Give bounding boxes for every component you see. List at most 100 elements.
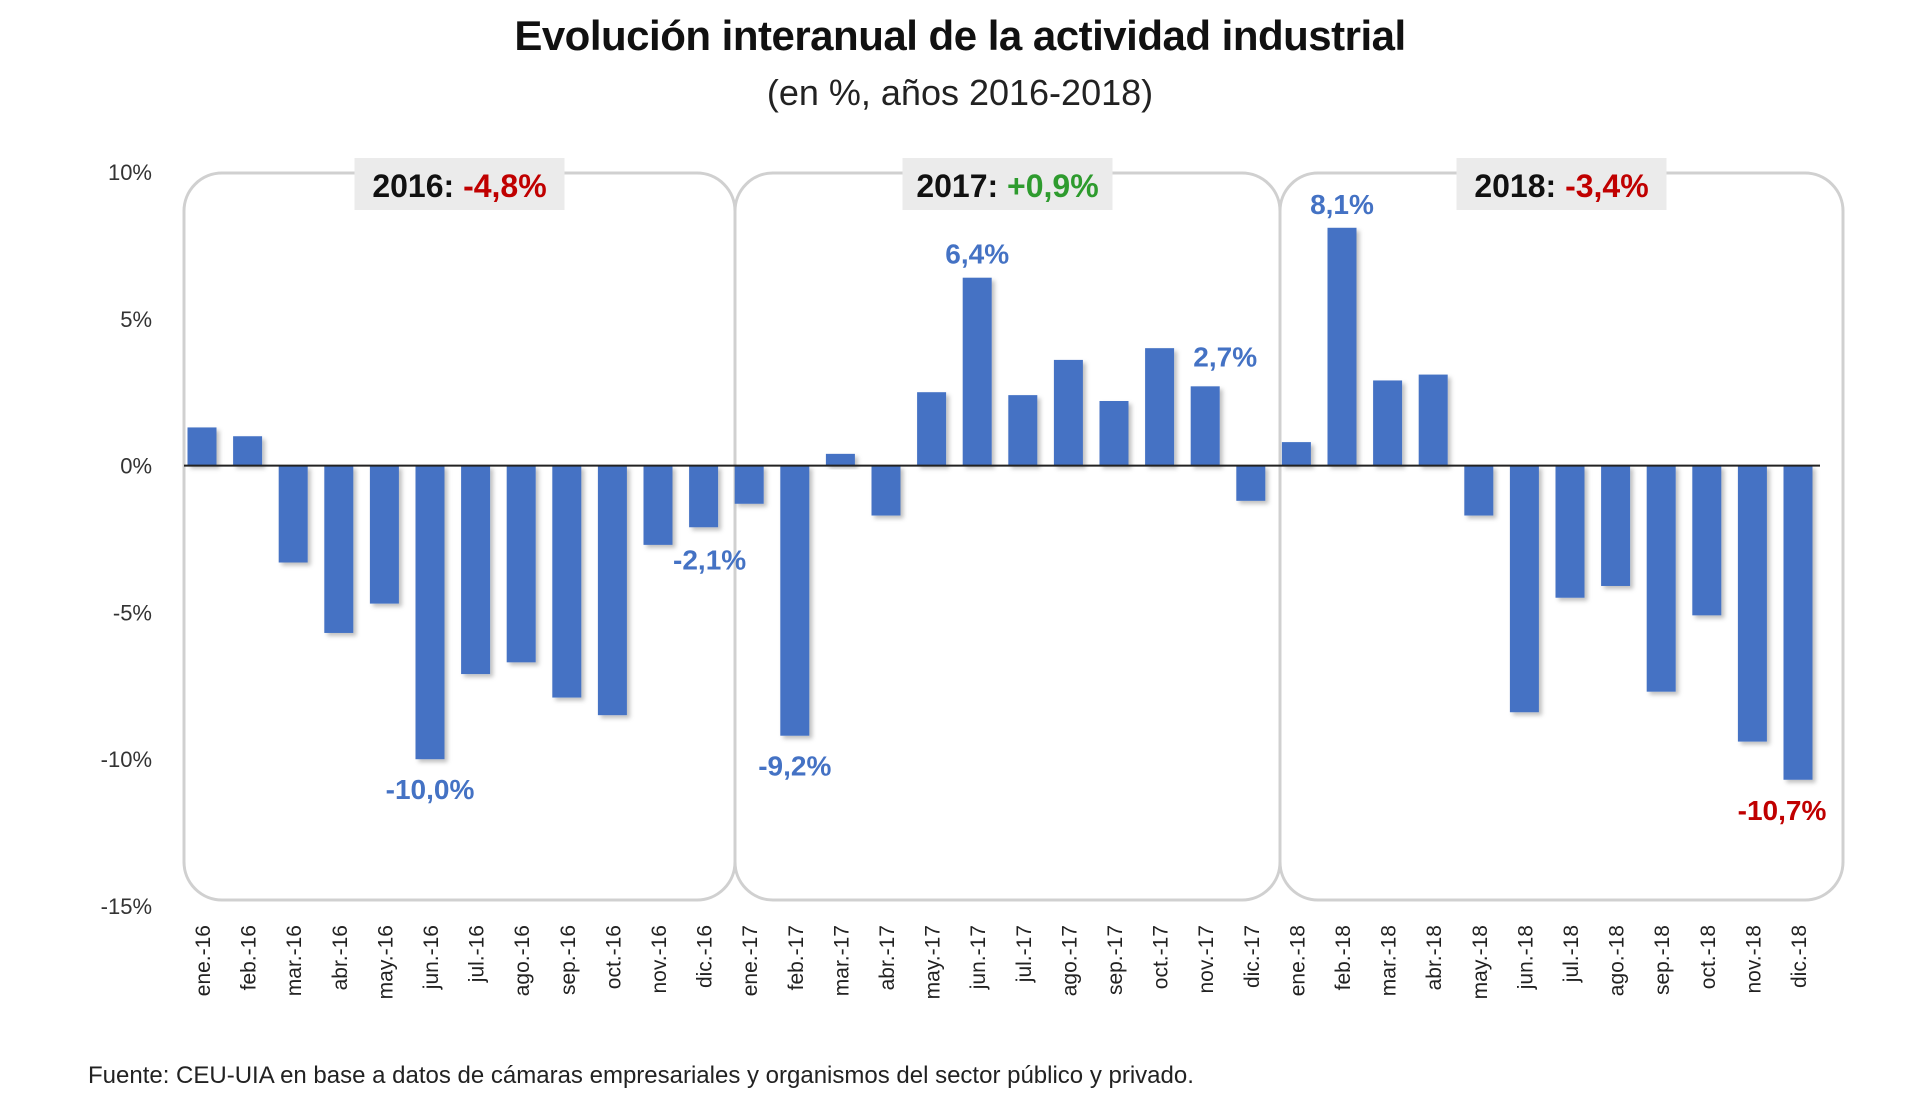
bar: [506, 465, 536, 663]
bar: [689, 465, 719, 528]
x-tick-label: oct.-17: [1150, 925, 1173, 989]
bar: [597, 465, 627, 716]
bar: [1646, 465, 1676, 692]
x-tick-label: mar.-17: [830, 925, 853, 996]
bar: [415, 465, 445, 760]
x-tick-label: jun.-16: [420, 925, 443, 990]
bar: [1327, 227, 1357, 466]
x-tick-label: nov.-17: [1195, 925, 1218, 994]
bar: [1008, 395, 1038, 466]
chart-title: Evolución interanual de la actividad ind…: [514, 12, 1406, 59]
x-tick-label: nov.-16: [648, 925, 671, 994]
data-label: -10,7%: [1738, 795, 1827, 826]
panel-label-box: [902, 158, 1113, 210]
x-tick-label: abr.-17: [876, 925, 899, 990]
panel-year-change: +0,9%: [1007, 168, 1099, 204]
x-tick-label: ene.-18: [1286, 925, 1309, 996]
panel-year-change: -3,4%: [1565, 168, 1649, 204]
x-tick-label: may.-16: [374, 925, 397, 999]
bar: [871, 465, 901, 516]
bar: [1692, 465, 1722, 616]
y-tick-label: 5%: [120, 307, 152, 332]
data-label: -10,0%: [386, 774, 475, 805]
x-tick-label: jun.-17: [967, 925, 990, 990]
x-tick-label: feb.-18: [1332, 925, 1355, 990]
bar: [1464, 465, 1494, 516]
x-tick-label: oct.-16: [602, 925, 625, 989]
panel-label-box: [1456, 158, 1667, 210]
data-label: 8,1%: [1310, 189, 1374, 220]
bar: [1190, 386, 1220, 466]
bar: [1418, 374, 1448, 466]
x-tick-label: feb.-16: [238, 925, 261, 990]
chart-subtitle: (en %, años 2016-2018): [766, 72, 1154, 113]
panel-label-box: [354, 158, 565, 210]
panel-year: 2018:: [1474, 168, 1565, 204]
data-label: 6,4%: [945, 239, 1009, 270]
panel-year: 2016:: [372, 168, 463, 204]
x-tick-label: mar.-16: [283, 925, 306, 996]
x-tick-label: sep.-18: [1651, 925, 1674, 995]
x-tick-label: jul.-17: [1013, 925, 1036, 983]
bar: [734, 465, 764, 504]
bar: [552, 465, 582, 698]
bar: [324, 465, 354, 633]
y-tick-label: -5%: [113, 600, 152, 625]
y-tick-label: -15%: [101, 894, 152, 919]
data-label: 2,7%: [1193, 341, 1257, 372]
bar: [278, 465, 308, 563]
bar: [233, 436, 263, 466]
x-tick-label: ago.-16: [511, 925, 534, 996]
x-tick-label: sep.-16: [557, 925, 580, 995]
y-tick-label: 0%: [120, 454, 152, 479]
bar: [1053, 359, 1083, 466]
bar: [825, 453, 855, 466]
panel-label: 2018: -3,4%: [1474, 168, 1648, 204]
bar: [1601, 465, 1631, 586]
panel-label: 2017: +0,9%: [916, 168, 1098, 204]
x-tick-label: abr.-16: [329, 925, 352, 990]
panel-frame: [733, 171, 1282, 902]
x-tick-label: jun.-18: [1514, 925, 1537, 990]
bar: [369, 465, 399, 604]
source-footnote: Fuente: CEU-UIA en base a datos de cámar…: [88, 1062, 1194, 1089]
x-tick-label: ago.-17: [1058, 925, 1081, 996]
y-tick-label: -10%: [101, 747, 152, 772]
bar: [461, 465, 491, 675]
x-tick-label: may.-17: [922, 925, 945, 999]
x-tick-label: oct.-18: [1697, 925, 1720, 989]
y-tick-label: 10%: [108, 160, 152, 185]
x-tick-label: jul.-18: [1560, 925, 1583, 983]
bar: [187, 427, 217, 466]
x-tick-label: jul.-16: [466, 925, 489, 983]
bar: [1373, 380, 1403, 466]
x-tick-label: feb.-17: [785, 925, 808, 990]
x-tick-label: nov.-18: [1742, 925, 1765, 994]
bar: [643, 465, 673, 545]
x-tick-label: sep.-17: [1104, 925, 1127, 995]
bar: [1783, 465, 1813, 780]
bar: [1281, 442, 1311, 466]
panel-label: 2016: -4,8%: [372, 168, 546, 204]
x-tick-label: dic.-17: [1241, 925, 1264, 988]
x-tick-label: mar.-18: [1378, 925, 1401, 996]
bar: [1737, 465, 1767, 742]
bar: [1236, 465, 1266, 501]
x-tick-label: ene.-16: [192, 925, 215, 996]
bar: [1145, 348, 1175, 466]
x-tick-label: may.-18: [1469, 925, 1492, 999]
panel-year: 2017:: [916, 168, 1007, 204]
x-tick-label: dic.-18: [1788, 925, 1811, 988]
x-tick-label: ago.-18: [1606, 925, 1629, 996]
x-tick-label: ene.-17: [739, 925, 762, 996]
bar: [1555, 465, 1585, 598]
x-tick-label: dic.-16: [694, 925, 717, 988]
data-label: -2,1%: [673, 544, 746, 575]
bar: [780, 465, 810, 736]
bar: [1509, 465, 1539, 713]
bar: [917, 392, 947, 466]
panel-year-change: -4,8%: [463, 168, 547, 204]
bar: [1099, 401, 1129, 466]
data-label: -9,2%: [758, 751, 831, 782]
